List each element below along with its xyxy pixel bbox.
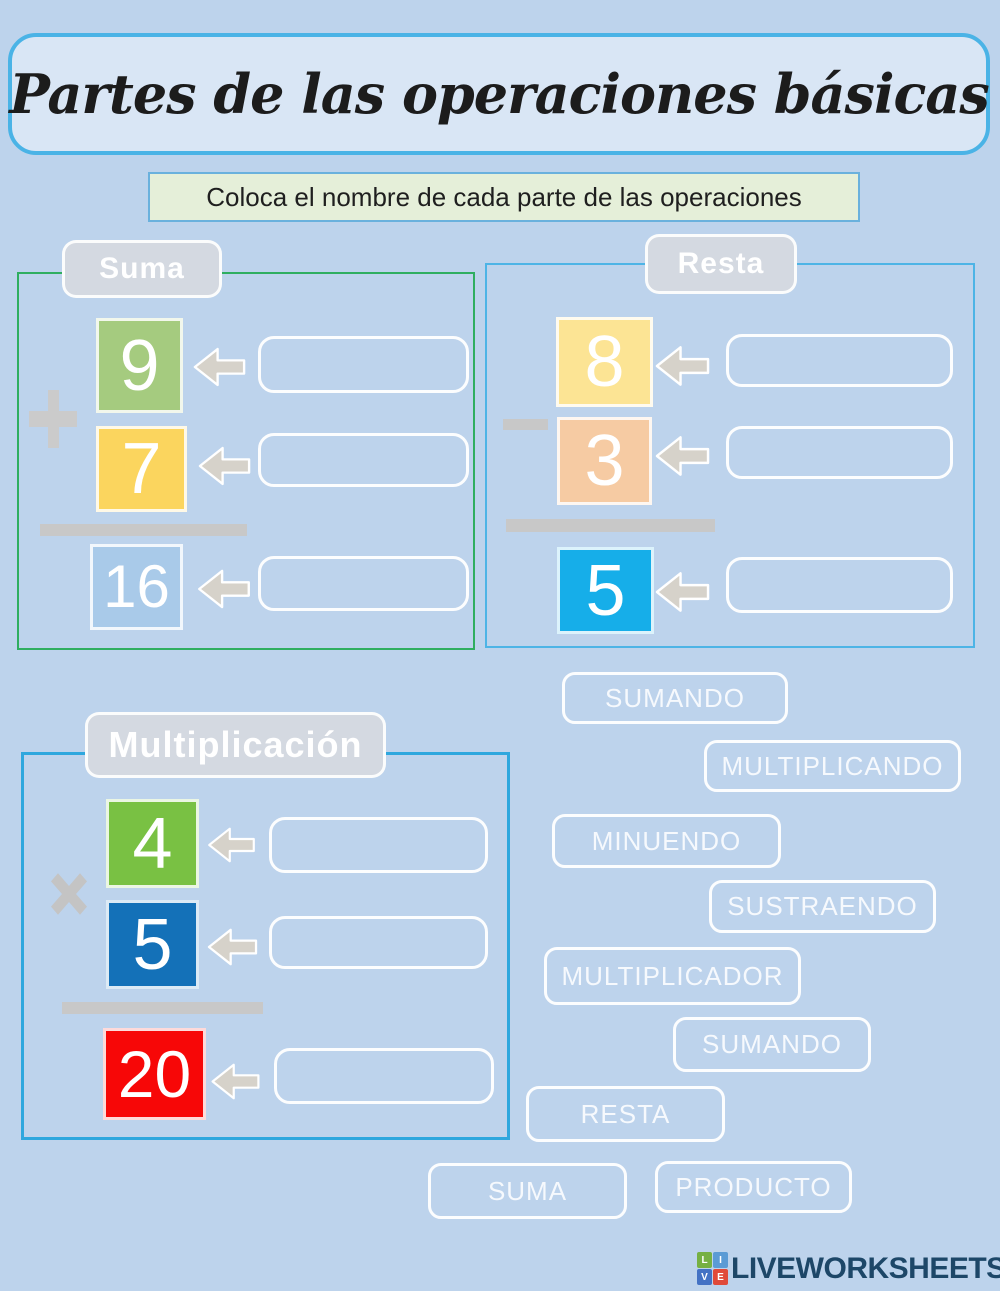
plus-icon [29, 390, 77, 448]
page-title: Partes de las operaciones básicas [9, 62, 989, 126]
word-chip-resta[interactable]: RESTA [526, 1086, 725, 1142]
suma-answer-dropzone-2[interactable] [258, 433, 469, 487]
title-banner: ⁚ Partes de las operaciones básicas ⁚ [8, 33, 990, 155]
suma-answer-dropzone-3[interactable] [258, 556, 469, 611]
logo-square-v: V [697, 1269, 712, 1285]
left-arrow-icon [655, 571, 710, 613]
suma-answer-dropzone-1[interactable] [258, 336, 469, 393]
word-chip-multiplicador[interactable]: MULTIPLICADOR [544, 947, 801, 1005]
mult-multiplicador-value: 5 [132, 904, 173, 985]
suma-addend1-box: 9 [96, 318, 183, 413]
resta-subtrahend-box: 3 [557, 417, 652, 505]
word-chip-suma[interactable]: SUMA [428, 1163, 627, 1219]
resta-minuend-value: 8 [584, 322, 625, 402]
mult-answer-dropzone-1[interactable] [269, 817, 488, 873]
times-icon [49, 871, 89, 917]
suma-section-frame [17, 272, 475, 650]
mult-multiplicando-value: 4 [132, 803, 173, 884]
resta-answer-dropzone-3[interactable] [726, 557, 953, 613]
left-arrow-icon [655, 345, 710, 387]
mult-equals-line [62, 1002, 263, 1014]
resta-result-value: 5 [585, 550, 626, 631]
liveworksheets-logo-icon[interactable]: L I V E [697, 1252, 729, 1286]
word-chip-sumando-1[interactable]: SUMANDO [562, 672, 788, 724]
word-chip-producto[interactable]: PRODUCTO [655, 1161, 852, 1213]
mult-multiplicando-box: 4 [106, 799, 199, 888]
suma-addend2-box: 7 [96, 426, 187, 512]
mult-answer-dropzone-2[interactable] [269, 916, 488, 969]
logo-square-e: E [713, 1269, 728, 1285]
resta-minuend-box: 8 [556, 317, 653, 407]
suma-result-box: 16 [90, 544, 183, 630]
logo-square-l: L [697, 1252, 712, 1268]
left-arrow-icon [655, 435, 710, 477]
suma-result-value: 16 [103, 553, 170, 620]
mult-multiplicador-box: 5 [106, 900, 199, 989]
logo-square-i: I [713, 1252, 728, 1268]
resta-section-label: Resta [645, 234, 797, 294]
resta-answer-dropzone-2[interactable] [726, 426, 953, 479]
resta-result-box: 5 [557, 547, 654, 634]
left-arrow-icon [208, 1063, 263, 1100]
suma-addend1-value: 9 [119, 325, 160, 406]
mult-producto-box: 20 [103, 1028, 206, 1120]
left-arrow-icon [206, 827, 257, 863]
minus-icon [503, 419, 548, 430]
mult-producto-value: 20 [117, 1037, 192, 1111]
suma-equals-line [40, 524, 247, 536]
word-chip-multiplicando[interactable]: MULTIPLICANDO [704, 740, 961, 792]
multiplicacion-section-label: Multiplicación [85, 712, 386, 778]
resta-equals-line [506, 519, 715, 532]
left-arrow-icon [197, 569, 251, 609]
suma-addend2-value: 7 [121, 429, 162, 509]
suma-section-label: Suma [62, 240, 222, 298]
left-arrow-icon [198, 446, 251, 486]
instruction-strip: Coloca el nombre de cada parte de las op… [148, 172, 860, 222]
left-arrow-icon [193, 347, 246, 387]
resta-subtrahend-value: 3 [584, 421, 625, 501]
word-chip-sumando-2[interactable]: SUMANDO [673, 1017, 871, 1072]
brand-wordmark[interactable]: LIVEWORKSHEETS [731, 1252, 1000, 1285]
mult-answer-dropzone-3[interactable] [274, 1048, 494, 1104]
left-arrow-icon [207, 928, 258, 966]
word-chip-sustraendo[interactable]: SUSTRAENDO [709, 880, 936, 933]
word-chip-minuendo[interactable]: MINUENDO [552, 814, 781, 868]
resta-answer-dropzone-1[interactable] [726, 334, 953, 387]
